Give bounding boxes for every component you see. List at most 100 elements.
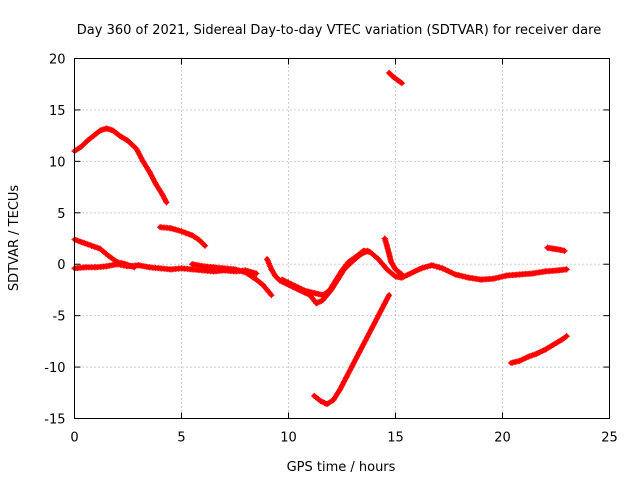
x-tick-label: 25 [601, 431, 618, 446]
data-point [189, 261, 196, 268]
data-point [202, 242, 209, 249]
data-point [386, 292, 393, 299]
series-arc-11 [544, 244, 568, 254]
data-point [189, 232, 196, 239]
data-point [390, 74, 397, 81]
series-arc-5 [189, 261, 275, 299]
data-point [557, 246, 564, 253]
data-point [264, 256, 271, 263]
data-point [139, 158, 146, 165]
data-point [146, 264, 153, 271]
x-tick-label: 5 [177, 431, 185, 446]
data-point [313, 300, 320, 307]
data-point [362, 337, 369, 344]
data-point [178, 228, 185, 235]
data-point [163, 199, 170, 206]
data-point [279, 276, 286, 283]
data-point [264, 286, 271, 293]
data-point [330, 396, 337, 403]
data-point [336, 386, 343, 393]
data-point [503, 272, 510, 279]
data-point [465, 274, 472, 281]
data-point [550, 245, 557, 252]
data-point [146, 168, 153, 175]
data-point [525, 353, 532, 360]
series-arc-1 [71, 125, 170, 206]
data-point [386, 69, 393, 76]
data-point [167, 225, 174, 232]
data-point [381, 235, 388, 242]
x-tick-label: 10 [280, 431, 297, 446]
data-point [452, 271, 459, 278]
data-point [268, 292, 275, 299]
data-point [125, 137, 131, 144]
data-point [394, 77, 401, 84]
data-point [563, 333, 570, 340]
data-point [77, 143, 84, 150]
data-point [157, 265, 164, 272]
data-point [285, 279, 292, 286]
data-point [332, 277, 339, 284]
data-point [80, 239, 87, 246]
data-point [319, 297, 326, 304]
data-point [428, 262, 435, 269]
data-point [82, 264, 89, 271]
data-point [167, 266, 174, 273]
data-point [105, 252, 112, 259]
x-tick-label: 20 [494, 431, 511, 446]
data-point [360, 247, 367, 254]
data-point [125, 263, 131, 270]
data-point [375, 312, 382, 319]
data-point [542, 346, 549, 353]
y-axis-label: SDTVAR / TECUs [7, 185, 22, 292]
data-point [398, 271, 405, 278]
y-tick-label: 0 [57, 258, 65, 273]
series-arc-7 [279, 247, 570, 299]
series-arc-8 [381, 235, 405, 278]
data-point [561, 247, 568, 254]
data-point [392, 266, 399, 273]
y-tick-label: -15 [44, 413, 65, 428]
data-point [199, 263, 206, 270]
data-point [189, 266, 196, 273]
data-point [366, 248, 373, 255]
series-arc-12 [508, 333, 570, 366]
data-point [388, 259, 395, 266]
data-point [343, 374, 350, 381]
data-point [550, 341, 557, 348]
data-point [439, 265, 446, 272]
data-point [110, 127, 117, 134]
data-point [508, 359, 515, 366]
data-point [103, 263, 110, 270]
y-tick-label: 10 [49, 155, 66, 170]
data-point [103, 125, 110, 132]
data-series [71, 69, 570, 408]
data-point [383, 242, 390, 249]
chart-title: Day 360 of 2021, Sidereal Day-to-day VTE… [77, 23, 601, 38]
data-point [392, 273, 399, 280]
series-markers [381, 235, 405, 278]
data-point [339, 267, 345, 274]
data-point [542, 268, 549, 275]
data-point [195, 236, 202, 243]
y-tick-label: -10 [44, 361, 65, 376]
data-point [92, 264, 99, 271]
data-point [152, 180, 159, 187]
x-tick-label: 15 [387, 431, 404, 446]
data-point [311, 392, 318, 399]
data-point [242, 269, 249, 276]
data-point [516, 357, 523, 364]
series-markers [71, 125, 170, 206]
plot-frame [74, 58, 610, 419]
data-point [114, 261, 121, 268]
x-axis-label: GPS time / hours [287, 460, 396, 475]
series-arc-2 [157, 224, 209, 249]
data-point [559, 336, 566, 343]
data-point [317, 398, 324, 405]
data-point [302, 287, 309, 294]
data-point [159, 191, 166, 198]
data-point [253, 276, 260, 283]
data-point [516, 271, 523, 278]
y-tick-label: 5 [57, 207, 65, 222]
